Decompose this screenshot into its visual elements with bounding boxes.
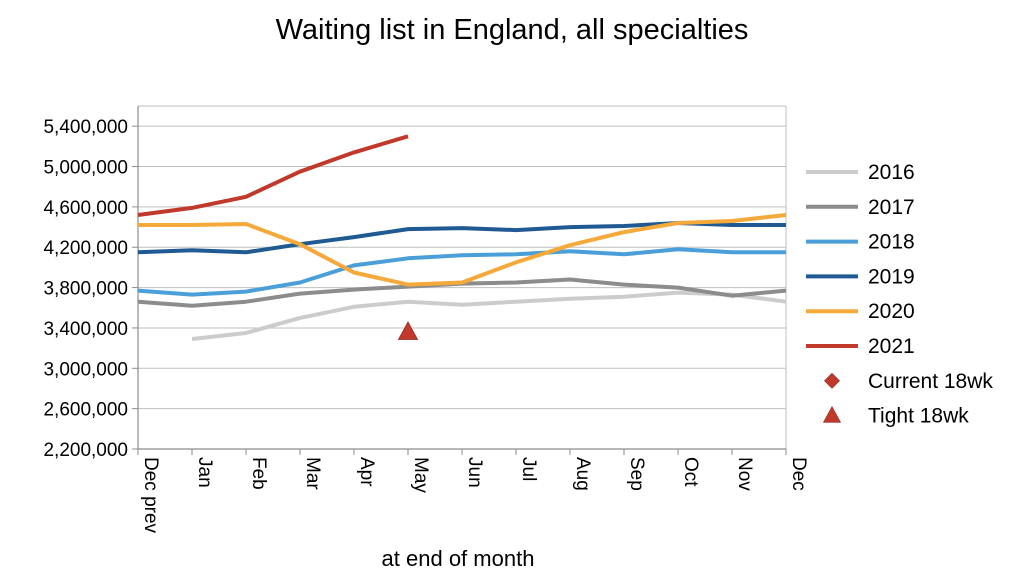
y-tick-label: 2,600,000 (43, 400, 128, 421)
series-line-2021 (137, 134, 409, 217)
y-tick-label: 3,000,000 (43, 359, 128, 380)
x-tick-label: Oct (680, 457, 701, 487)
y-tick-label: 4,200,000 (43, 238, 128, 259)
legend-swatch-tight-18wk (822, 405, 842, 423)
y-tick-labels: 2,200,000 2,600,000 3,000,000 3,400,000 3,80… (43, 117, 128, 461)
x-tick-label: Sep (626, 457, 647, 491)
legend-label-2019: 2019 (868, 265, 915, 288)
chart-title: Waiting list in England, all specialties (275, 14, 749, 46)
x-tick-label: Jun (464, 457, 485, 488)
x-tick-label: Aug (572, 457, 593, 491)
x-axis-label: at end of month (381, 546, 535, 571)
x-tick-label: Feb (248, 457, 269, 490)
y-tick-label: 4,600,000 (43, 198, 128, 219)
legend-label-tight-18wk: Tight 18wk (868, 405, 969, 428)
legend-label-2018: 2018 (868, 231, 915, 254)
x-tick-label: Jan (194, 457, 215, 488)
legend-label-2017: 2017 (868, 196, 915, 219)
axes (132, 106, 787, 455)
x-tick-label: Dec (788, 457, 809, 491)
legend: 2016 2017 2018 2019 2020 2021 Current 18wk Tigh… (806, 161, 993, 428)
legend-label-current-18wk: Current 18wk (868, 370, 993, 393)
x-tick-label: May (410, 457, 431, 493)
marker-tight-18wk (397, 321, 419, 340)
series-line-2018 (137, 247, 786, 297)
x-tick-label: Nov (734, 457, 755, 491)
series-line-2020 (138, 213, 787, 287)
x-tick-label: Dec prev (140, 457, 161, 534)
gridlines (138, 105, 786, 410)
x-tick-label: Jul (518, 457, 539, 481)
y-tick-label: 2,200,000 (43, 440, 128, 461)
x-tick-label: Mar (302, 457, 323, 490)
legend-label-2016: 2016 (868, 161, 915, 184)
markers (397, 321, 419, 340)
legend-swatch-current-18wk (824, 372, 840, 389)
y-tick-label: 5,000,000 (43, 158, 128, 179)
y-tick-label: 3,800,000 (43, 279, 128, 300)
series-line-2016 (191, 290, 787, 341)
y-tick-label: 3,400,000 (43, 319, 128, 340)
y-tick-label: 5,400,000 (43, 117, 128, 138)
x-tick-labels: Dec prev Jan Feb Mar Apr May Jun Jul Aug Sep Oct No… (140, 457, 809, 534)
legend-label-2020: 2020 (868, 300, 915, 323)
series-lines (137, 134, 787, 341)
legend-label-2021: 2021 (868, 335, 915, 358)
x-tick-label: Apr (356, 457, 377, 487)
